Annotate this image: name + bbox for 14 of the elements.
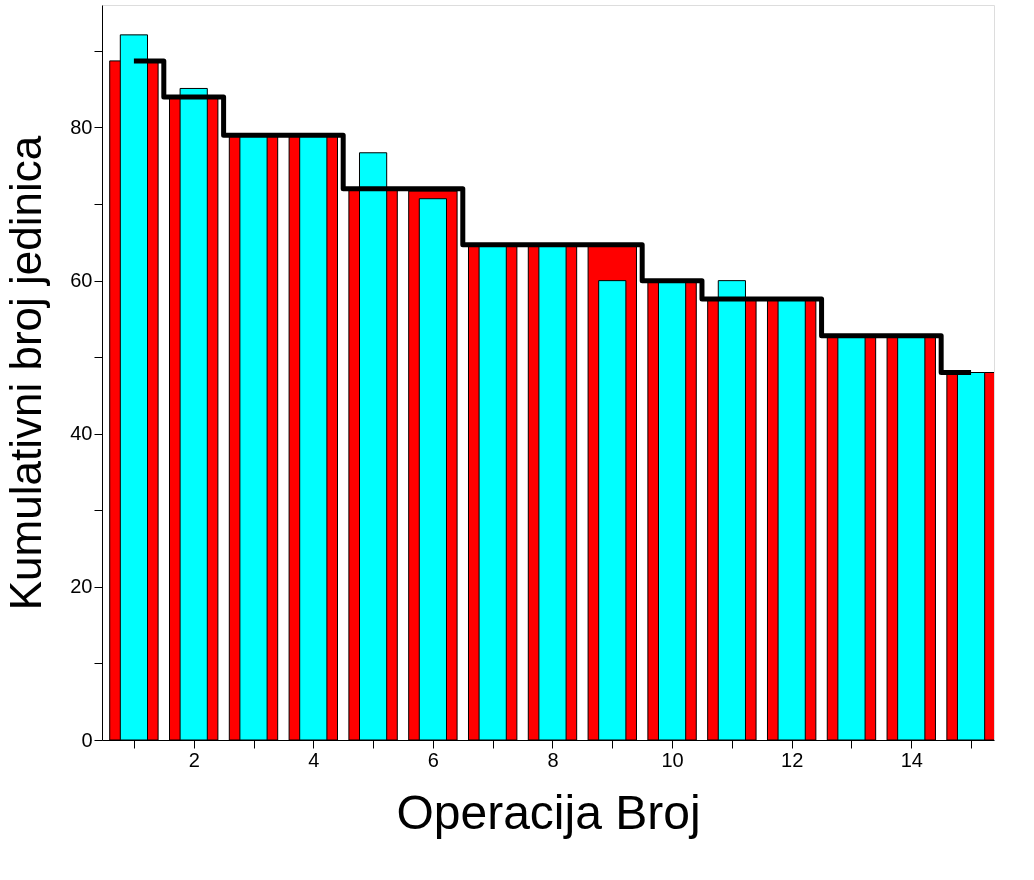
x-tick-label: 10 (661, 748, 684, 771)
x-tick-label: 14 (900, 748, 923, 771)
x-tick-label: 12 (781, 748, 804, 771)
y-tick-label: 40 (70, 422, 93, 445)
y-tick-label: 0 (81, 728, 93, 751)
y-tick-label: 60 (70, 269, 93, 292)
y-tick-label: 20 (70, 575, 93, 598)
x-tick-label: 2 (188, 748, 200, 771)
x-tick-label: 4 (308, 748, 320, 771)
y-axis-title: Kumulativni broj jedinica (1, 135, 51, 611)
y-tick-label: 80 (70, 116, 93, 138)
x-tick-label: 8 (547, 748, 559, 771)
x-tick-label: 6 (427, 748, 439, 771)
x-axis-title: Operacija Broj (396, 785, 701, 839)
